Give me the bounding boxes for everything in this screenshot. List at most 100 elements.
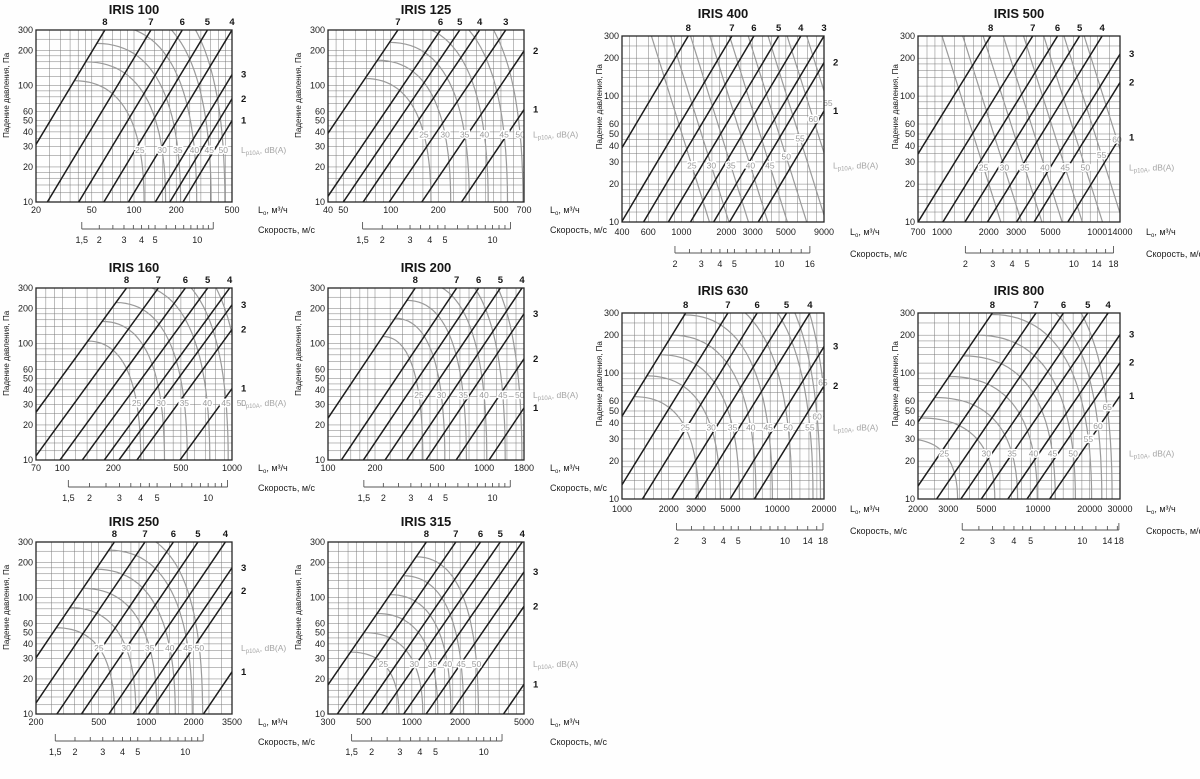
y-tick-label: 100 <box>18 339 33 349</box>
setting-top-label: 6 <box>183 275 188 286</box>
chart-title: IRIS 250 <box>109 514 160 529</box>
velocity-tick-label: 5 <box>443 235 448 245</box>
velocity-tick-label: 2 <box>72 747 77 757</box>
setting-right-label: 2 <box>833 58 838 69</box>
x-tick-label: 30000 <box>1107 504 1132 514</box>
chart-title: IRIS 400 <box>698 6 749 21</box>
velocity-tick-label: 4 <box>1011 536 1016 546</box>
noise-level-label: 25 <box>132 398 142 408</box>
setting-right-label: 2 <box>533 601 538 612</box>
iris-setting-lines <box>36 30 232 202</box>
y-tick-label: 10 <box>315 197 325 207</box>
x-tick-label: 1000 <box>474 463 494 473</box>
noise-level-curves <box>918 313 1113 499</box>
x-tick-label: 100 <box>55 463 70 473</box>
setting-top-label: 8 <box>413 275 418 286</box>
y-tick-label: 20 <box>23 420 33 430</box>
grid-lines <box>36 288 232 460</box>
velocity-scale: 2 3 4 5 10 14 18 <box>674 523 828 546</box>
x-axis-unit-label: Lo, м³/ч <box>550 463 580 475</box>
velocity-tick-label: 5 <box>135 747 140 757</box>
setting-top-label: 8 <box>990 300 995 311</box>
velocity-axis-label: Скорость, м/с <box>850 526 908 536</box>
noise-level-label: 30 <box>707 161 717 171</box>
noise-level-label: 30 <box>1000 163 1010 173</box>
x-tick-label: 2000 <box>450 717 470 727</box>
y-tick-label: 50 <box>609 406 619 416</box>
iris-setting-lines <box>918 313 1120 499</box>
noise-level-label: 45 <box>221 398 231 408</box>
plot-border <box>35 541 233 715</box>
x-tick-label: 500 <box>356 717 371 727</box>
y-axis-title: Падение давления, Па <box>595 64 604 150</box>
velocity-scale: 1,5 2 3 4 5 10 <box>76 222 214 245</box>
velocity-tick-label: 3 <box>397 747 402 757</box>
setting-top-label: 4 <box>807 300 813 311</box>
velocity-tick-label: 3 <box>990 536 995 546</box>
noise-level-curves <box>87 288 232 460</box>
x-tick-label: 2000 <box>184 717 204 727</box>
noise-level-label: 25 <box>979 163 989 173</box>
setting-top-label: 7 <box>729 23 734 34</box>
x-tick-label: 200 <box>367 463 382 473</box>
y-tick-label: 10 <box>315 455 325 465</box>
x-tick-label: 600 <box>641 227 656 237</box>
setting-top-label: 6 <box>751 23 756 34</box>
y-tick-label: 10 <box>23 455 33 465</box>
y-tick-label: 100 <box>604 91 619 101</box>
velocity-tick-label: 5 <box>155 493 160 503</box>
y-tick-label: 50 <box>905 129 915 139</box>
y-tick-label: 100 <box>900 368 915 378</box>
y-tick-label: 40 <box>315 639 325 649</box>
iris-setting-lines <box>328 288 524 460</box>
chart-title: IRIS 630 <box>698 283 749 298</box>
velocity-tick-label: 4 <box>120 747 125 757</box>
y-tick-label: 50 <box>905 406 915 416</box>
chart-title: IRIS 200 <box>401 260 452 275</box>
noise-level-label: 25 <box>135 145 145 155</box>
x-tick-label: 40 <box>323 205 333 215</box>
grid-lines <box>918 313 1120 499</box>
x-tick-label: 5000 <box>976 504 996 514</box>
y-tick-label: 200 <box>18 46 33 56</box>
x-axis-unit-label: Lo, м³/ч <box>258 463 288 475</box>
y-tick-label: 200 <box>900 53 915 63</box>
noise-level-label: 55 <box>1097 150 1107 160</box>
iris-setting-lines <box>36 288 232 460</box>
velocity-tick-label: 14 <box>1092 259 1102 269</box>
velocity-axis-label: Скорость, м/с <box>550 483 608 493</box>
noise-level-label: 30 <box>156 398 166 408</box>
x-tick-label: 2000 <box>716 227 736 237</box>
setting-right-label: 1 <box>833 106 839 117</box>
noise-level-label: 45 <box>765 161 775 171</box>
y-axis-title: Падение давления, Па <box>2 310 11 396</box>
setting-right-label: 1 <box>533 679 539 690</box>
y-axis-title: Падение давления, Па <box>294 310 303 396</box>
x-tick-label: 100 <box>320 463 335 473</box>
noise-level-label: 35 <box>459 390 469 400</box>
iris-setting-lines <box>328 542 524 714</box>
grid-lines <box>328 542 524 714</box>
setting-right-label: 3 <box>241 563 246 574</box>
velocity-axis-label: Скорость, м/с <box>258 225 316 235</box>
x-axis-unit-label: Lo, м³/ч <box>258 205 288 217</box>
y-tick-label: 100 <box>310 81 325 91</box>
plot-border <box>35 29 233 203</box>
velocity-tick-label: 5 <box>1028 536 1033 546</box>
noise-level-label: 40 <box>479 390 489 400</box>
y-tick-label: 30 <box>905 157 915 167</box>
noise-level-label: 50 <box>237 398 247 408</box>
y-tick-label: 60 <box>609 119 619 129</box>
velocity-tick-label: 10 <box>479 747 489 757</box>
noise-level-label: 35 <box>180 398 190 408</box>
y-tick-label: 20 <box>905 456 915 466</box>
velocity-scale: 1,5 2 3 4 5 10 <box>356 222 511 245</box>
y-tick-label: 10 <box>23 709 33 719</box>
x-tick-label: 3500 <box>222 717 242 727</box>
setting-right-label: 3 <box>1129 330 1134 341</box>
velocity-tick-label: 1,5 <box>49 747 62 757</box>
y-tick-label: 100 <box>18 593 33 603</box>
